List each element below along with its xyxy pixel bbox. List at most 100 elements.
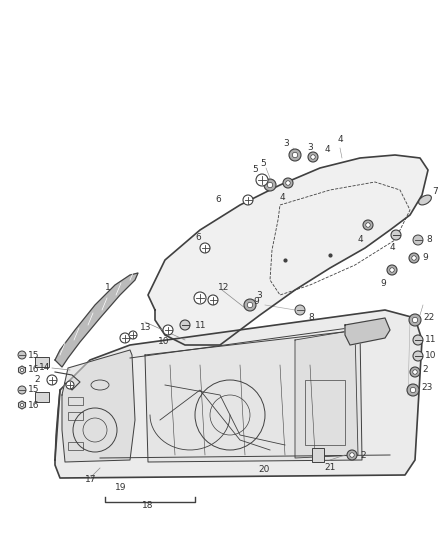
Circle shape (409, 253, 419, 263)
Circle shape (129, 331, 137, 339)
Bar (68, 442, 83, 450)
Circle shape (18, 351, 26, 359)
Text: 10: 10 (158, 337, 170, 346)
Circle shape (409, 314, 421, 326)
Text: 6: 6 (215, 196, 221, 205)
Circle shape (283, 178, 293, 188)
Text: 5: 5 (252, 166, 258, 174)
Circle shape (366, 223, 370, 227)
Circle shape (243, 195, 253, 205)
Polygon shape (148, 155, 428, 345)
Circle shape (244, 299, 256, 311)
Circle shape (407, 384, 419, 396)
Text: 9: 9 (253, 297, 259, 306)
Text: 16: 16 (28, 366, 39, 375)
Circle shape (413, 235, 423, 245)
Text: 12: 12 (218, 284, 230, 293)
Circle shape (194, 292, 206, 304)
Text: 2: 2 (360, 450, 366, 459)
Circle shape (21, 368, 24, 372)
Text: 7: 7 (432, 188, 438, 197)
Polygon shape (55, 273, 138, 367)
Text: 6: 6 (195, 233, 201, 243)
Bar (35, 357, 49, 367)
Text: 10: 10 (425, 351, 437, 359)
Circle shape (410, 387, 416, 393)
Text: 16: 16 (28, 400, 39, 409)
Ellipse shape (419, 195, 431, 205)
Circle shape (412, 256, 416, 260)
Text: 22: 22 (423, 313, 434, 322)
Circle shape (21, 403, 24, 407)
Text: 4: 4 (325, 146, 331, 155)
Bar (68, 412, 83, 420)
Circle shape (66, 381, 74, 389)
Text: 9: 9 (380, 279, 386, 288)
Circle shape (200, 243, 210, 253)
Circle shape (387, 265, 397, 275)
Circle shape (391, 230, 401, 240)
Circle shape (413, 335, 423, 345)
Circle shape (286, 181, 290, 185)
Text: 20: 20 (258, 465, 269, 474)
Text: 15: 15 (28, 385, 39, 394)
Text: 19: 19 (115, 483, 127, 492)
Text: 11: 11 (425, 335, 437, 344)
Circle shape (47, 375, 57, 385)
Bar (305, 380, 345, 445)
Text: 11: 11 (195, 320, 206, 329)
Text: 14: 14 (39, 364, 50, 373)
Polygon shape (55, 310, 422, 478)
Text: 1: 1 (105, 282, 111, 292)
Text: 5: 5 (260, 158, 266, 167)
Text: 4: 4 (390, 244, 396, 253)
Circle shape (413, 351, 423, 361)
Circle shape (390, 268, 394, 272)
Polygon shape (18, 401, 25, 409)
Circle shape (256, 174, 268, 186)
Circle shape (267, 182, 273, 188)
Text: 21: 21 (324, 464, 336, 472)
Circle shape (163, 325, 173, 335)
Circle shape (18, 386, 26, 394)
Text: 17: 17 (85, 475, 96, 484)
Circle shape (413, 370, 417, 374)
Text: 8: 8 (426, 236, 432, 245)
Circle shape (208, 295, 218, 305)
Text: 2: 2 (34, 376, 40, 384)
Text: 15: 15 (28, 351, 39, 359)
Circle shape (289, 149, 301, 161)
Text: 23: 23 (421, 384, 432, 392)
Text: 3: 3 (307, 143, 313, 152)
Polygon shape (145, 330, 362, 462)
Circle shape (350, 453, 354, 457)
Circle shape (412, 317, 418, 322)
Circle shape (180, 320, 190, 330)
Circle shape (292, 152, 298, 158)
Text: 8: 8 (308, 313, 314, 322)
Text: 4: 4 (338, 135, 344, 144)
Text: 4: 4 (280, 193, 286, 203)
Bar (35, 392, 49, 402)
Text: 2: 2 (422, 366, 427, 375)
Circle shape (347, 450, 357, 460)
Circle shape (363, 220, 373, 230)
Polygon shape (18, 366, 25, 374)
Text: 13: 13 (140, 324, 152, 333)
Text: 4: 4 (358, 236, 364, 245)
Bar (68, 397, 83, 405)
Circle shape (247, 302, 253, 308)
Text: 3: 3 (283, 139, 289, 148)
Polygon shape (345, 318, 390, 345)
Text: 9: 9 (422, 253, 428, 262)
Bar (312, 448, 324, 462)
Circle shape (311, 155, 315, 159)
Circle shape (308, 152, 318, 162)
Text: 18: 18 (142, 502, 154, 511)
Text: 3: 3 (256, 290, 262, 300)
Circle shape (295, 305, 305, 315)
Circle shape (264, 179, 276, 191)
Circle shape (410, 367, 420, 377)
Polygon shape (62, 350, 135, 462)
Polygon shape (295, 330, 358, 458)
